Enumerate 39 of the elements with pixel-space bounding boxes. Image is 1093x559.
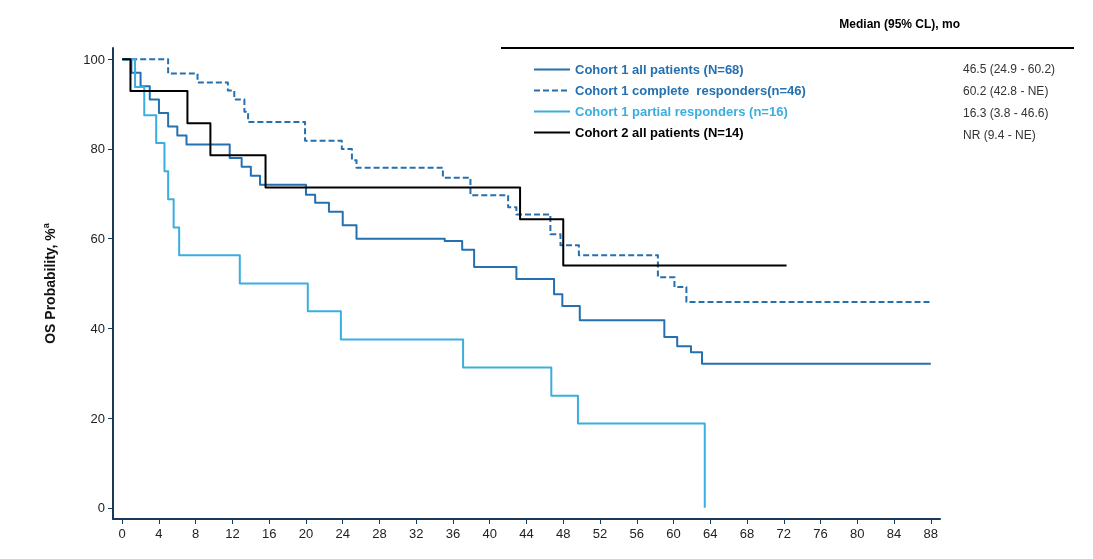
y-tick-label: 0	[97, 500, 105, 516]
x-tick-label: 76	[813, 526, 828, 541]
x-tick-label: 28	[372, 526, 387, 541]
x-tick-label: 72	[776, 526, 792, 541]
x-tick-label: 64	[703, 526, 718, 541]
x-tick-label: 48	[556, 526, 571, 541]
x-tick-label: 88	[923, 526, 939, 541]
x-tick-label: 8	[192, 526, 200, 541]
text: Median (95% CL), mo	[839, 17, 961, 31]
x-tick-label: 52	[592, 526, 608, 541]
x-tick-label: 68	[739, 526, 755, 541]
x-tick-label: 60	[666, 526, 681, 541]
y-axis-title: OS Probability, %a	[40, 222, 58, 344]
x-tick-label: 80	[850, 526, 865, 541]
x-tick-label: 32	[409, 526, 424, 541]
y-tick-label: 100	[83, 51, 105, 67]
x-tick-label: 4	[155, 526, 163, 541]
y-tick-label: 80	[90, 141, 105, 157]
legend-label: Cohort 1 partial responders (n=16)	[575, 104, 788, 119]
x-tick-label: 24	[335, 526, 350, 541]
text: NR (9.4 - NE)	[963, 128, 1036, 142]
y-tick-label: 60	[90, 231, 105, 247]
x-tick-label: 12	[225, 526, 240, 541]
x-tick-label: 40	[482, 526, 497, 541]
x-tick-label: 36	[445, 526, 461, 541]
x-tick-label: 0	[118, 526, 126, 541]
text: 16.3 (3.8 - 46.6)	[963, 106, 1049, 120]
x-tick-label: 44	[519, 526, 534, 541]
y-tick-label: 20	[90, 410, 105, 426]
legend-label: Cohort 1 all patients (N=68)	[575, 62, 744, 77]
legend-label: Cohort 2 all patients (N=14)	[575, 125, 744, 140]
x-tick-label: 84	[886, 526, 902, 541]
x-tick-label: 56	[629, 526, 644, 541]
x-tick-label: 16	[261, 526, 277, 541]
x-tick-label: 20	[298, 526, 314, 541]
legend-label: Cohort 1 complete responders(n=46)	[575, 83, 806, 98]
y-tick-label: 40	[90, 320, 105, 336]
text: 46.5 (24.9 - 60.2)	[963, 62, 1056, 76]
text: 60.2 (42.8 - NE)	[963, 84, 1049, 98]
